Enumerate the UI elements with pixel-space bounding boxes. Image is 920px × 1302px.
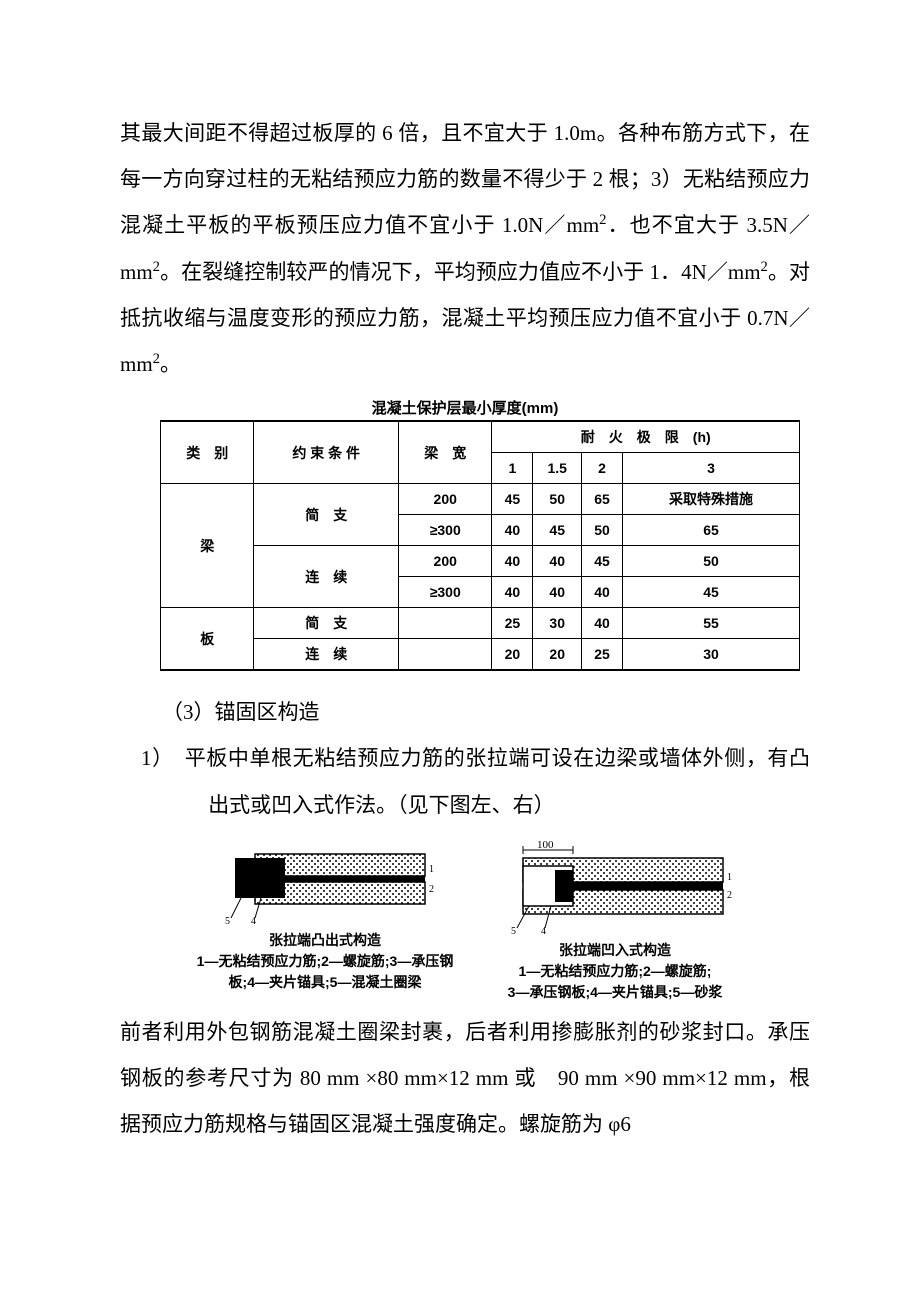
svg-text:5: 5 (225, 916, 230, 926)
cell: 20 (533, 639, 582, 671)
cell: 45 (533, 515, 582, 546)
cell: 65 (622, 515, 799, 546)
cond-simple: 简 支 (254, 484, 399, 546)
cell: 45 (492, 484, 533, 515)
cell: 40 (582, 577, 623, 608)
cell: 20 (492, 639, 533, 671)
cell: 50 (622, 546, 799, 577)
diagram-protruding-icon: 1 2 5 4 (215, 836, 435, 926)
figure-left-caption: 张拉端凸出式构造 1—无粘结预应力筋;2—螺旋筋;3—承压钢板;4—夹片锚具;5… (195, 930, 455, 993)
cover-thickness-table: 类 别 约 束 条 件 梁 宽 耐 火 极 限 (h) 1 1.5 2 3 梁 … (160, 420, 800, 671)
table-row: 连 续 20 20 25 30 (161, 639, 800, 671)
figure-left-legend: 1—无粘结预应力筋;2—螺旋筋;3—承压钢板;4—夹片锚具;5—混凝土圈梁 (195, 951, 455, 993)
sup-2: 2 (153, 351, 160, 367)
document-page: 其最大间距不得超过板厚的 6 倍，且不宜大于 1.0m。各种布筋方式下，在每一方… (0, 0, 920, 1207)
th-condition: 约 束 条 件 (254, 421, 399, 484)
cell: 50 (582, 515, 623, 546)
cell: 40 (492, 515, 533, 546)
sup-2: 2 (153, 259, 160, 275)
svg-text:1: 1 (727, 872, 732, 883)
cell: 30 (622, 639, 799, 671)
cell: 25 (492, 608, 533, 639)
sup-2: 2 (599, 212, 606, 228)
cell: 40 (582, 608, 623, 639)
sup-2: 2 (761, 259, 768, 275)
figure-right-legend: 1—无粘结预应力筋;2—螺旋筋; 3—承压钢板;4—夹片锚具;5—砂浆 (508, 961, 723, 1003)
th-category: 类 别 (161, 421, 254, 484)
figure-right-title: 张拉端凹入式构造 (508, 940, 723, 961)
table-wrap: 类 别 约 束 条 件 梁 宽 耐 火 极 限 (h) 1 1.5 2 3 梁 … (160, 420, 800, 671)
th-1-5: 1.5 (533, 453, 582, 484)
figure-right-caption: 张拉端凹入式构造 1—无粘结预应力筋;2—螺旋筋; 3—承压钢板;4—夹片锚具;… (508, 940, 723, 1003)
diagram-recessed-icon: 100 1 2 5 4 (495, 836, 735, 936)
th-width: 梁 宽 (398, 421, 491, 484)
dim-label: 100 (537, 839, 554, 851)
figure-left-title: 张拉端凸出式构造 (195, 930, 455, 951)
cell: ≥300 (398, 515, 491, 546)
svg-text:1: 1 (429, 864, 434, 875)
th-1: 1 (492, 453, 533, 484)
cell: 40 (492, 546, 533, 577)
cond-continuous: 连 续 (254, 546, 399, 608)
section-3-heading: （3）锚固区构造 (120, 689, 810, 735)
cell (398, 639, 491, 671)
cat-beam: 梁 (161, 484, 254, 608)
paragraph-2: 前者利用外包钢筋混凝土圈梁封裹，后者利用掺膨胀剂的砂浆封口。承压钢板的参考尺寸为… (120, 1009, 810, 1148)
cell: 65 (582, 484, 623, 515)
svg-text:4: 4 (251, 916, 256, 926)
p1-run-c: 。在裂缝控制较严的情况下，平均预应力值应不小于 1．4N／mm (160, 260, 761, 284)
cell: 200 (398, 484, 491, 515)
cell: 50 (533, 484, 582, 515)
cell: 45 (582, 546, 623, 577)
table-title: 混凝土保护层最小厚度(mm) (120, 397, 810, 418)
cat-slab: 板 (161, 608, 254, 671)
list-item-1: 1） 平板中单根无粘结预应力筋的张拉端可设在边梁或墙体外侧，有凸出式或凹入式作法… (120, 735, 810, 827)
cell: 40 (533, 546, 582, 577)
paragraph-1: 其最大间距不得超过板厚的 6 倍，且不宜大于 1.0m。各种布筋方式下，在每一方… (120, 110, 810, 387)
th-2: 2 (582, 453, 623, 484)
figure-left: 1 2 5 4 张拉端凸出式构造 1—无粘结预应力筋;2—螺旋筋;3—承压钢板;… (195, 836, 455, 1003)
table-row: 连 续 200 40 40 45 50 (161, 546, 800, 577)
cell: 45 (622, 577, 799, 608)
th-3: 3 (622, 453, 799, 484)
svg-text:2: 2 (727, 890, 732, 901)
cell: 200 (398, 546, 491, 577)
svg-text:4: 4 (541, 926, 546, 936)
cell: ≥300 (398, 577, 491, 608)
cell: 40 (533, 577, 582, 608)
cell: 40 (492, 577, 533, 608)
cell: 30 (533, 608, 582, 639)
table-row: 梁 简 支 200 45 50 65 采取特殊措施 (161, 484, 800, 515)
cond-continuous: 连 续 (254, 639, 399, 671)
cond-simple: 简 支 (254, 608, 399, 639)
table-row: 板 简 支 25 30 40 55 (161, 608, 800, 639)
cell: 采取特殊措施 (622, 484, 799, 515)
cell: 55 (622, 608, 799, 639)
svg-text:2: 2 (429, 884, 434, 895)
p1-run-e: 。 (160, 352, 181, 376)
figure-right: 100 1 2 5 4 张拉端凹入式构造 1—无粘结预应力筋;2—螺旋筋; 3—… (495, 836, 735, 1003)
figures-row: 1 2 5 4 张拉端凸出式构造 1—无粘结预应力筋;2—螺旋筋;3—承压钢板;… (120, 836, 810, 1003)
svg-text:5: 5 (511, 926, 516, 936)
cell (398, 608, 491, 639)
th-fire-limit: 耐 火 极 限 (h) (492, 421, 800, 453)
cell: 25 (582, 639, 623, 671)
